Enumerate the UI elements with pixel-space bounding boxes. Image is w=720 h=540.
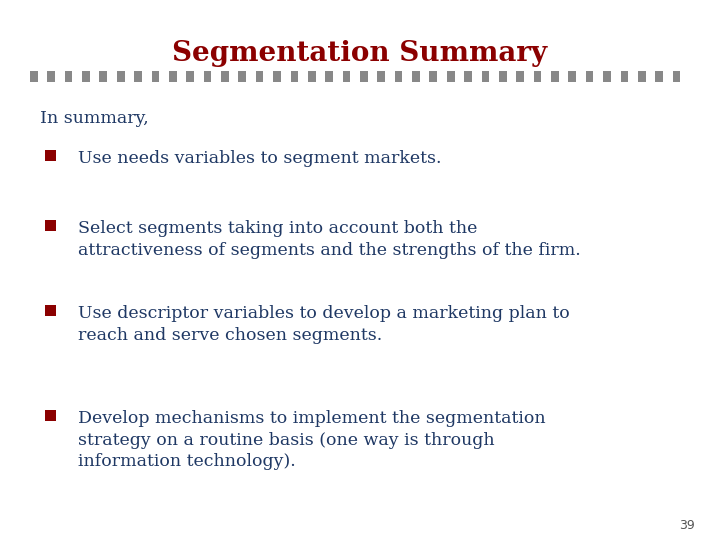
Bar (482, 71, 490, 82)
Bar (273, 71, 281, 82)
Bar (169, 71, 176, 82)
Bar (134, 71, 142, 82)
Bar (603, 71, 611, 82)
Bar (551, 71, 559, 82)
Bar (45, 305, 56, 316)
Bar (343, 71, 351, 82)
Bar (516, 71, 524, 82)
Bar (291, 71, 298, 82)
Bar (429, 71, 437, 82)
Bar (45, 410, 56, 421)
Bar (30, 71, 37, 82)
Bar (238, 71, 246, 82)
Bar (325, 71, 333, 82)
Bar (377, 71, 385, 82)
Text: Select segments taking into account both the
attractiveness of segments and the : Select segments taking into account both… (78, 220, 581, 259)
Text: In summary,: In summary, (40, 110, 149, 127)
Bar (186, 71, 194, 82)
Text: Use needs variables to segment markets.: Use needs variables to segment markets. (78, 150, 441, 167)
Bar (499, 71, 507, 82)
Bar (464, 71, 472, 82)
Bar (621, 71, 629, 82)
Bar (99, 71, 107, 82)
Bar (655, 71, 663, 82)
Text: 39: 39 (679, 519, 695, 532)
Bar (256, 71, 264, 82)
Bar (117, 71, 125, 82)
Bar (221, 71, 229, 82)
Bar (152, 71, 159, 82)
Bar (308, 71, 315, 82)
Bar (638, 71, 646, 82)
Bar (45, 220, 56, 231)
Bar (82, 71, 90, 82)
Bar (360, 71, 368, 82)
Text: Develop mechanisms to implement the segmentation
strategy on a routine basis (on: Develop mechanisms to implement the segm… (78, 410, 546, 470)
Text: Use descriptor variables to develop a marketing plan to
reach and serve chosen s: Use descriptor variables to develop a ma… (78, 305, 570, 343)
Bar (534, 71, 541, 82)
Bar (412, 71, 420, 82)
Bar (48, 71, 55, 82)
Bar (447, 71, 454, 82)
Bar (568, 71, 576, 82)
Bar (395, 71, 402, 82)
Bar (586, 71, 593, 82)
Bar (672, 71, 680, 82)
Bar (65, 71, 73, 82)
Bar (45, 150, 56, 161)
Bar (204, 71, 212, 82)
Text: Segmentation Summary: Segmentation Summary (172, 40, 548, 67)
